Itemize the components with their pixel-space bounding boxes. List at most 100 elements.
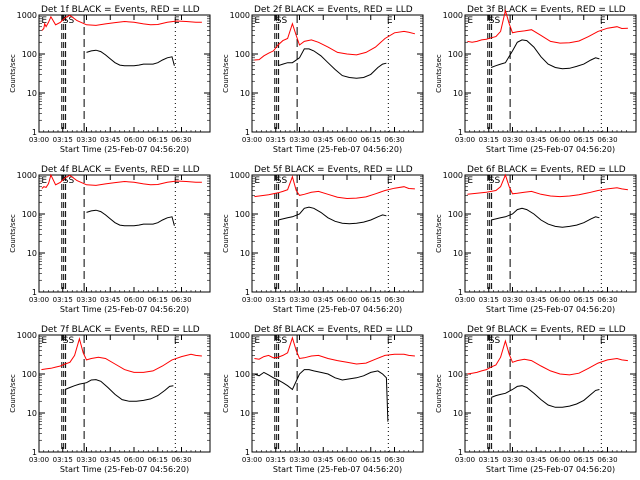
chart-title: Det 7f BLACK = Events, RED = LLD: [41, 325, 200, 335]
x-tick-label: 03:45: [100, 456, 120, 464]
y-tick-label: 100: [448, 370, 463, 379]
event-marker-label: E: [254, 176, 260, 186]
series-lld: [467, 339, 628, 376]
x-tick-label: 06:00: [550, 456, 570, 464]
series-lld: [41, 14, 202, 31]
y-tick-label: 10: [27, 249, 37, 258]
y-tick-label: 10: [240, 89, 250, 98]
y-tick-label: 10: [240, 249, 250, 258]
x-tick-label: 03:15: [266, 296, 286, 304]
y-tick-label: 10: [453, 89, 463, 98]
y-tick-label: 1000: [17, 11, 37, 20]
y-axis-label: Counts/sec: [222, 54, 230, 93]
x-tick-label: 06:00: [124, 296, 144, 304]
chart-panel-5f: Det 5f BLACK = Events, RED = LLD 1 10 100 10…: [222, 165, 424, 314]
y-tick-label: 1000: [443, 11, 463, 20]
y-axis-label: Counts/sec: [222, 214, 230, 253]
y-tick-label: 1: [458, 448, 463, 457]
plot-frame: [38, 334, 211, 453]
chart-title: Det 1f BLACK = Events, RED = LLD: [41, 5, 200, 15]
y-axis-label: Counts/sec: [9, 54, 17, 93]
y-tick-label: 1: [245, 288, 250, 297]
x-tick-label: 03:15: [53, 456, 73, 464]
x-tick-label: 06:00: [550, 296, 570, 304]
y-tick-label: 1: [245, 448, 250, 457]
y-tick-label: 100: [22, 370, 37, 379]
series-lld: [254, 175, 415, 200]
x-tick-label: 06:00: [337, 136, 357, 144]
y-tick-label: 1: [458, 288, 463, 297]
event-marker-label: E: [467, 336, 473, 346]
x-tick-label: 06:00: [337, 296, 357, 304]
y-tick-label: 1000: [230, 171, 250, 180]
series-events: [277, 48, 387, 79]
x-tick-label: 06:30: [597, 456, 617, 464]
x-axis-label: Start Time (25-Feb-07 04:56:20): [60, 145, 189, 154]
x-tick-label: 06:00: [550, 136, 570, 144]
x-tick-label: 06:30: [384, 296, 404, 304]
series-events: [490, 385, 600, 408]
event-marker-label: E: [387, 16, 393, 26]
chart-panel-8f: Det 8f BLACK = Events, RED = LLD 1 10 100 10…: [222, 325, 424, 474]
y-axis-label: Counts/sec: [222, 374, 230, 413]
event-marker-label: SS: [489, 176, 501, 186]
x-tick-label: 03:00: [29, 456, 49, 464]
chart-title: Det 3f BLACK = Events, RED = LLD: [467, 5, 626, 15]
x-axis-label: Start Time (25-Feb-07 04:56:20): [486, 465, 615, 474]
chart-panel-6f: Det 6f BLACK = Events, RED = LLD 1 10 100 10…: [435, 165, 637, 314]
y-tick-label: 1000: [17, 171, 37, 180]
y-tick-label: 1000: [17, 331, 37, 340]
x-tick-label: 03:00: [242, 296, 262, 304]
plot-frame: [464, 14, 637, 133]
y-tick-label: 100: [235, 50, 250, 59]
event-marker-label: E: [254, 336, 260, 346]
x-tick-label: 03:00: [242, 456, 262, 464]
series-events: [254, 369, 389, 422]
y-tick-label: 1: [32, 128, 37, 137]
x-tick-label: 06:30: [597, 136, 617, 144]
series-lld: [254, 336, 415, 365]
x-tick-label: 03:30: [289, 296, 309, 304]
series-events: [490, 207, 600, 228]
plot-frame: [38, 174, 211, 293]
x-tick-label: 03:30: [502, 136, 522, 144]
x-axis-label: Start Time (25-Feb-07 04:56:20): [60, 305, 189, 314]
y-axis-label: Counts/sec: [9, 374, 17, 413]
chart-title: Det 5f BLACK = Events, RED = LLD: [254, 165, 413, 175]
event-marker-label: E: [174, 336, 180, 346]
series-events: [277, 206, 387, 225]
x-axis-label: Start Time (25-Feb-07 04:56:20): [486, 145, 615, 154]
x-tick-label: 03:45: [100, 136, 120, 144]
x-tick-label: 03:45: [100, 296, 120, 304]
x-tick-label: 03:00: [455, 296, 475, 304]
y-tick-label: 10: [453, 249, 463, 258]
x-tick-label: 06:15: [361, 456, 381, 464]
plot-frame: [251, 334, 424, 453]
x-tick-label: 06:15: [574, 296, 594, 304]
chart-title: Det 6f BLACK = Events, RED = LLD: [467, 165, 626, 175]
event-marker-label: SS: [63, 176, 75, 186]
x-tick-label: 06:15: [574, 136, 594, 144]
x-tick-label: 03:45: [526, 136, 546, 144]
y-tick-label: 100: [448, 210, 463, 219]
y-tick-label: 1000: [443, 331, 463, 340]
x-tick-label: 03:45: [526, 296, 546, 304]
x-tick-label: 03:15: [479, 296, 499, 304]
series-lld: [467, 173, 628, 198]
series-lld: [254, 22, 416, 61]
event-marker-label: E: [600, 336, 606, 346]
y-tick-label: 100: [448, 50, 463, 59]
y-tick-label: 1: [32, 448, 37, 457]
x-tick-label: 06:15: [574, 456, 594, 464]
x-tick-label: 03:30: [502, 296, 522, 304]
chart-title: Det 9f BLACK = Events, RED = LLD: [467, 325, 626, 335]
plot-frame: [38, 14, 211, 133]
y-axis-label: Counts/sec: [435, 54, 443, 93]
event-marker-label: SS: [489, 16, 501, 26]
series-lld: [41, 173, 202, 189]
x-tick-label: 06:30: [171, 456, 191, 464]
chart-title: Det 2f BLACK = Events, RED = LLD: [254, 5, 413, 15]
x-tick-label: 03:15: [266, 456, 286, 464]
x-tick-label: 03:00: [242, 136, 262, 144]
x-tick-label: 06:30: [384, 136, 404, 144]
